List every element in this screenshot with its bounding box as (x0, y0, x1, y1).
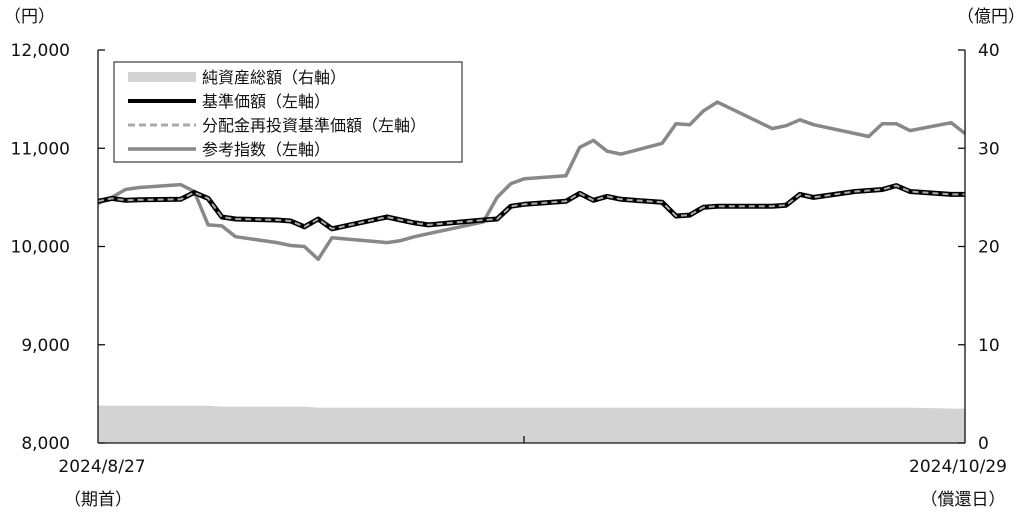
left-tick-label: 12,000 (11, 41, 70, 61)
right-tick-label: 0 (978, 434, 989, 454)
x-end-sublabel: （償還日） (921, 490, 1006, 510)
legend-label-reference-index: 参考指数（左軸） (202, 140, 330, 159)
legend-item-nav: 基準価額（左軸） (128, 92, 330, 111)
left-axis-unit: （円） (4, 7, 55, 27)
legend-item-net-assets: 純資産総額（右軸） (128, 68, 346, 87)
left-ticks: 8,000 9,000 10,000 11,000 12,000 (11, 41, 105, 454)
legend-label-nav: 基準価額（左軸） (202, 92, 330, 111)
right-tick-label: 10 (978, 336, 1000, 356)
legend-item-reference-index: 参考指数（左軸） (128, 140, 330, 159)
line-layer (97, 100, 967, 262)
x-end-label: 2024/10/29 (909, 457, 1007, 477)
legend-item-reinvested-nav: 分配金再投資基準価額（左軸） (128, 116, 426, 135)
legend-label-net-assets: 純資産総額（右軸） (202, 68, 346, 87)
left-tick-label: 8,000 (21, 434, 70, 454)
x-start-label: 2024/8/27 (58, 457, 145, 477)
x-start-sublabel: （期首） (64, 490, 132, 510)
legend-label-reinvested-nav: 分配金再投資基準価額（左軸） (202, 116, 426, 135)
left-tick-label: 10,000 (11, 238, 70, 258)
series-nav-line (97, 183, 965, 232)
left-tick-label: 11,000 (11, 139, 70, 159)
area-layer (98, 405, 965, 443)
series-reinvested-nav-line (97, 184, 965, 230)
right-axis-unit: （億円） (957, 7, 1023, 27)
series-net-assets-area (98, 405, 965, 443)
right-tick-label: 40 (978, 41, 1000, 61)
right-tick-label: 20 (978, 238, 1000, 258)
right-ticks: 0 10 20 30 40 (958, 41, 1000, 454)
series-reference-index-line (97, 100, 967, 262)
legend: 純資産総額（右軸） 基準価額（左軸） 分配金再投資基準価額（左軸） 参考指数（左… (113, 61, 463, 163)
left-tick-label: 9,000 (21, 336, 70, 356)
right-tick-label: 30 (978, 139, 1000, 159)
